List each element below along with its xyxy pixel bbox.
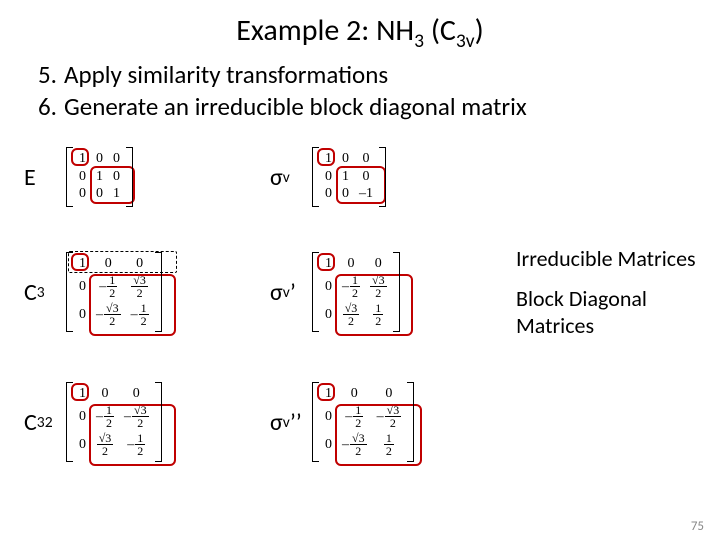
title-mid: (C xyxy=(424,12,456,49)
title-pre: Example 2: NH xyxy=(236,12,414,49)
label-svp: σv’ xyxy=(266,227,312,357)
slide-title: Example 2: NH3 (C3v) xyxy=(0,0,720,59)
annotation-irreducible: Irreducible Matrices xyxy=(512,227,720,272)
step-5: 5.Apply similarity transformations xyxy=(38,59,694,91)
step-5-num: 5. xyxy=(38,59,64,91)
label-E: E xyxy=(20,127,66,227)
matrix-E: 100010001 xyxy=(66,127,266,227)
matrix-sv: 10001000–1 xyxy=(312,127,512,227)
matrix-grid: E 100010001 σv 10001000–1 C3 100 0–1232 … xyxy=(0,127,720,487)
step-6: 6.Generate an irreducible block diagonal… xyxy=(38,91,694,123)
matrix-C3sq: 100 0–12–32 032–12 xyxy=(66,357,266,487)
label-C3: C3 xyxy=(20,227,66,357)
label-sv: σv xyxy=(266,127,312,227)
title-sub1: 3 xyxy=(414,29,424,53)
title-sub2: 3v xyxy=(456,29,475,53)
title-post: ) xyxy=(475,12,484,49)
label-svpp: σv’’ xyxy=(266,357,312,487)
matrix-svpp: 100 0–12–32 0–3212 xyxy=(312,357,512,487)
step-5-text: Apply similarity transformations xyxy=(64,59,388,90)
matrix-C3: 100 0–1232 0–32–12 xyxy=(66,227,266,357)
step-list: 5.Apply similarity transformations 6.Gen… xyxy=(0,59,720,127)
step-6-num: 6. xyxy=(38,91,64,123)
annotation-block-diagonal: Block Diagonal Matrices xyxy=(512,285,720,357)
step-6-text: Generate an irreducible block diagonal m… xyxy=(64,91,527,122)
label-C3sq: C32 xyxy=(20,357,66,487)
page-number: 75 xyxy=(691,519,704,534)
matrix-svp: 100 0–1232 03212 xyxy=(312,227,512,357)
